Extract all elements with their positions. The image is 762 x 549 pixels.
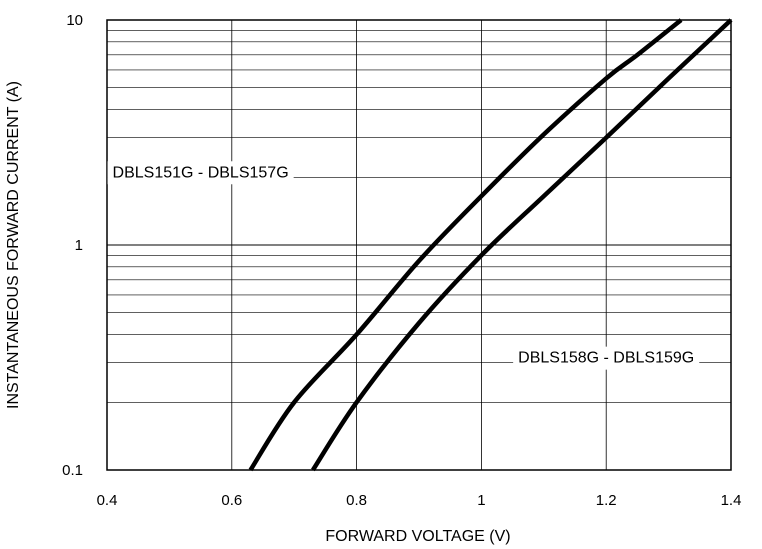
grid	[106, 20, 732, 471]
annotation-1: DBLS151G - DBLS157G	[107, 161, 294, 185]
x-tick-labels: 0.4 0.6 0.8 1 1.2 1.4	[97, 492, 742, 509]
annotation-background	[513, 346, 700, 370]
series-line-2	[311, 18, 733, 472]
plot-frame	[106, 19, 732, 471]
x-tick-label: 0.4	[97, 492, 118, 509]
annotation-background	[107, 161, 294, 185]
y-tick-label: 10	[66, 12, 83, 29]
x-tick-label: 0.8	[346, 492, 367, 509]
y-tick-label: 0.1	[62, 462, 83, 479]
x-tick-label: 0.6	[221, 492, 242, 509]
y-tick-label: 1	[75, 237, 83, 254]
x-tick-label: 1.4	[721, 492, 742, 509]
curves	[248, 18, 733, 472]
series-line-1	[248, 18, 683, 472]
annotation-text: DBLS158G - DBLS159G	[518, 350, 694, 367]
x-tick-label: 1	[477, 492, 485, 509]
x-tick-label: 1.2	[596, 492, 617, 509]
y-tick-labels: 0.1 1 10	[62, 12, 83, 479]
annotation-text: DBLS151G - DBLS157G	[113, 164, 289, 181]
y-axis-label: INSTANTANEOUS FORWARD CURRENT (A)	[5, 81, 22, 409]
x-axis-label: FORWARD VOLTAGE (V)	[325, 528, 510, 545]
annotation-2: DBLS158G - DBLS159G	[513, 346, 700, 370]
annotations: DBLS151G - DBLS157G DBLS158G - DBLS159G	[107, 161, 700, 370]
